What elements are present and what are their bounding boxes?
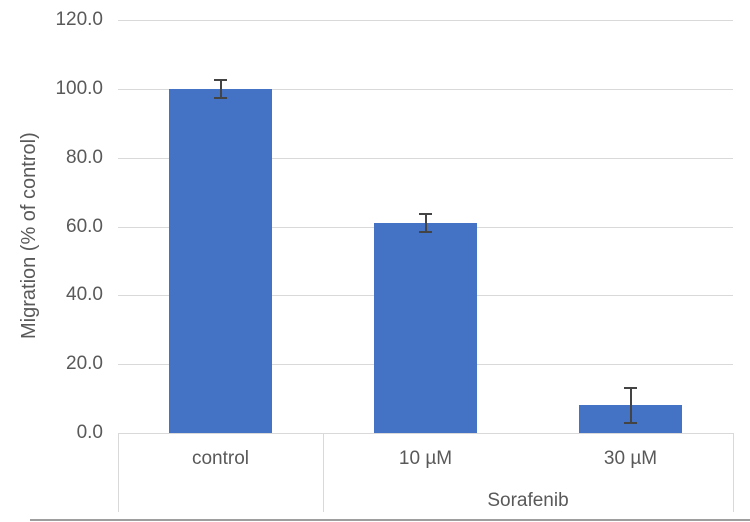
error-bar-cap-top <box>214 78 227 81</box>
error-bar-line <box>219 78 222 100</box>
y-tick-label: 120.0 <box>55 9 103 30</box>
error-bar-cap-bottom <box>419 231 432 234</box>
y-tick-label: 0.0 <box>76 422 103 443</box>
y-tick-label: 20.0 <box>66 353 103 375</box>
error-bar-cap-top <box>624 386 637 389</box>
error-bar-cap-bottom <box>214 97 227 100</box>
x-axis-group-label: Sorafenib <box>487 490 569 511</box>
category-divider <box>118 433 119 512</box>
gridline <box>118 157 733 159</box>
bar <box>169 88 272 433</box>
x-category-label: 30 µM <box>603 448 658 469</box>
y-tick-label: 100.0 <box>55 77 103 99</box>
x-axis-line <box>118 433 733 434</box>
error-bar-cap-top <box>419 212 432 215</box>
y-tick-label: 80.0 <box>66 146 103 168</box>
bottom-border-line <box>30 519 750 521</box>
bar <box>374 223 477 433</box>
error-bar-line <box>629 386 632 425</box>
x-category-label: 10 µM <box>398 448 453 469</box>
y-tick-label: 60.0 <box>66 215 103 237</box>
category-divider <box>323 433 324 512</box>
x-category-label: control <box>191 448 250 469</box>
error-bar-cap-bottom <box>624 422 637 425</box>
y-tick-label: 40.0 <box>66 284 103 306</box>
gridline <box>118 88 733 90</box>
category-divider <box>733 433 734 512</box>
gridline <box>118 20 733 21</box>
error-bar-line <box>424 212 427 234</box>
